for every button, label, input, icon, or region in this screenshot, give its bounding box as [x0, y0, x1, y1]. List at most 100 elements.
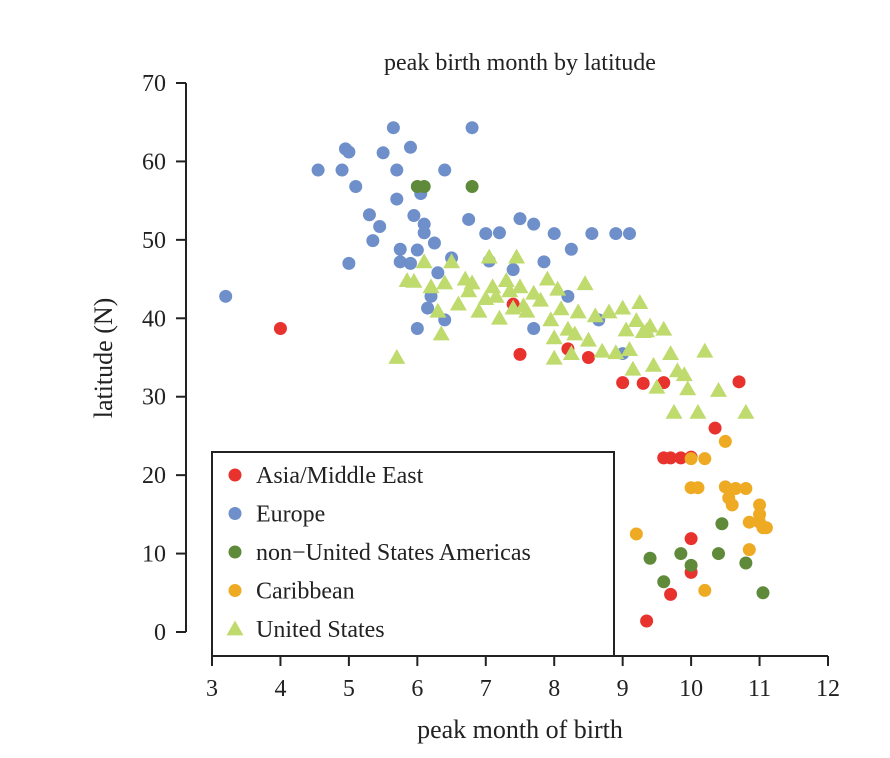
- point-europe: [342, 256, 356, 270]
- point-united-states: [525, 284, 543, 300]
- point-non-united-states-americas: [674, 547, 688, 561]
- point-united-states: [508, 248, 526, 264]
- point-europe: [547, 227, 561, 241]
- point-united-states: [593, 342, 611, 358]
- legend-marker-caribbean: [228, 584, 242, 597]
- point-caribbean: [684, 452, 698, 466]
- point-asia-middle-east: [640, 614, 654, 628]
- point-caribbean: [718, 480, 732, 494]
- point-europe: [390, 163, 404, 177]
- point-europe: [465, 121, 479, 135]
- point-europe: [376, 146, 390, 160]
- point-europe: [438, 163, 452, 177]
- x-tick-label: 12: [816, 676, 840, 702]
- point-europe: [335, 163, 349, 177]
- point-europe: [349, 180, 363, 194]
- point-united-states: [624, 360, 642, 376]
- point-united-states: [443, 253, 461, 269]
- point-europe: [410, 243, 424, 257]
- point-europe: [342, 145, 356, 159]
- point-united-states: [737, 403, 755, 419]
- point-united-states: [679, 380, 697, 396]
- point-united-states: [422, 278, 440, 294]
- point-asia-middle-east: [664, 451, 678, 465]
- legend: Asia/Middle East Europe non−United States …: [211, 451, 615, 657]
- point-united-states: [545, 349, 563, 365]
- point-asia-middle-east: [636, 376, 650, 390]
- y-tick-label: 20: [142, 463, 166, 489]
- x-tick-label: 7: [480, 676, 492, 702]
- x-tick-label: 8: [548, 676, 560, 702]
- point-united-states: [586, 307, 604, 323]
- x-tick-label: 9: [617, 676, 629, 702]
- point-united-states: [566, 325, 584, 341]
- point-united-states: [617, 321, 635, 337]
- point-caribbean: [753, 507, 767, 521]
- point-united-states: [490, 309, 508, 325]
- point-europe: [479, 227, 493, 241]
- point-asia-middle-east: [513, 347, 527, 361]
- point-united-states: [542, 311, 560, 327]
- legend-marker-united-states: [226, 620, 244, 636]
- legend-marker-europe: [228, 507, 242, 520]
- point-asia-middle-east: [732, 375, 746, 389]
- x-tick-label: 4: [274, 676, 286, 702]
- point-europe: [427, 236, 441, 250]
- point-united-states: [662, 345, 680, 360]
- x-ticks: 3 4 5 6 7 8 9 10 11 12: [206, 656, 840, 702]
- point-caribbean: [691, 481, 705, 495]
- legend-box: [211, 451, 615, 657]
- point-asia-middle-east: [674, 451, 688, 465]
- x-tick-label: 3: [206, 676, 218, 702]
- point-caribbean: [742, 515, 756, 529]
- point-united-states: [460, 282, 478, 298]
- point-united-states: [463, 274, 481, 290]
- point-europe: [403, 140, 417, 154]
- point-europe: [386, 121, 400, 135]
- point-united-states: [429, 302, 447, 318]
- point-united-states: [631, 294, 649, 309]
- point-non-united-states-americas: [465, 180, 479, 194]
- point-united-states: [569, 303, 587, 319]
- y-tick-label: 0: [154, 620, 166, 646]
- point-united-states: [549, 280, 567, 296]
- point-europe: [537, 255, 551, 269]
- point-europe: [407, 209, 421, 223]
- x-tick-label: 11: [748, 676, 771, 702]
- point-europe: [366, 234, 380, 248]
- point-united-states: [562, 345, 580, 360]
- point-non-united-states-americas: [657, 575, 671, 589]
- point-caribbean: [698, 583, 712, 597]
- point-united-states: [497, 272, 515, 288]
- point-europe: [410, 321, 424, 335]
- point-europe: [373, 220, 387, 234]
- point-caribbean: [698, 452, 712, 466]
- point-europe: [390, 192, 404, 206]
- point-united-states: [480, 248, 498, 264]
- x-tick-label: 5: [343, 676, 355, 702]
- point-united-states: [432, 325, 450, 341]
- y-tick-label: 70: [142, 71, 166, 97]
- y-tick-label: 40: [142, 306, 166, 332]
- y-tick-label: 10: [142, 542, 166, 568]
- legend-label-europe: Europe: [256, 502, 325, 528]
- point-united-states: [621, 341, 639, 357]
- point-united-states: [644, 356, 662, 372]
- point-non-united-states-americas: [739, 556, 753, 570]
- x-tick-label: 6: [411, 676, 423, 702]
- y-tick-label: 30: [142, 385, 166, 411]
- y-axis-label: latitude (N): [89, 298, 118, 419]
- legend-label-caribbean: Caribbean: [256, 579, 355, 605]
- point-europe: [393, 255, 407, 269]
- legend-marker-non-united-states-americas: [228, 545, 242, 559]
- point-united-states: [532, 291, 550, 307]
- point-united-states: [655, 320, 673, 336]
- point-united-states: [501, 282, 519, 298]
- point-europe: [527, 321, 541, 335]
- point-united-states: [415, 253, 433, 269]
- point-europe: [219, 289, 233, 303]
- point-non-united-states-americas: [756, 586, 770, 600]
- point-europe: [311, 163, 325, 177]
- point-united-states: [709, 381, 727, 397]
